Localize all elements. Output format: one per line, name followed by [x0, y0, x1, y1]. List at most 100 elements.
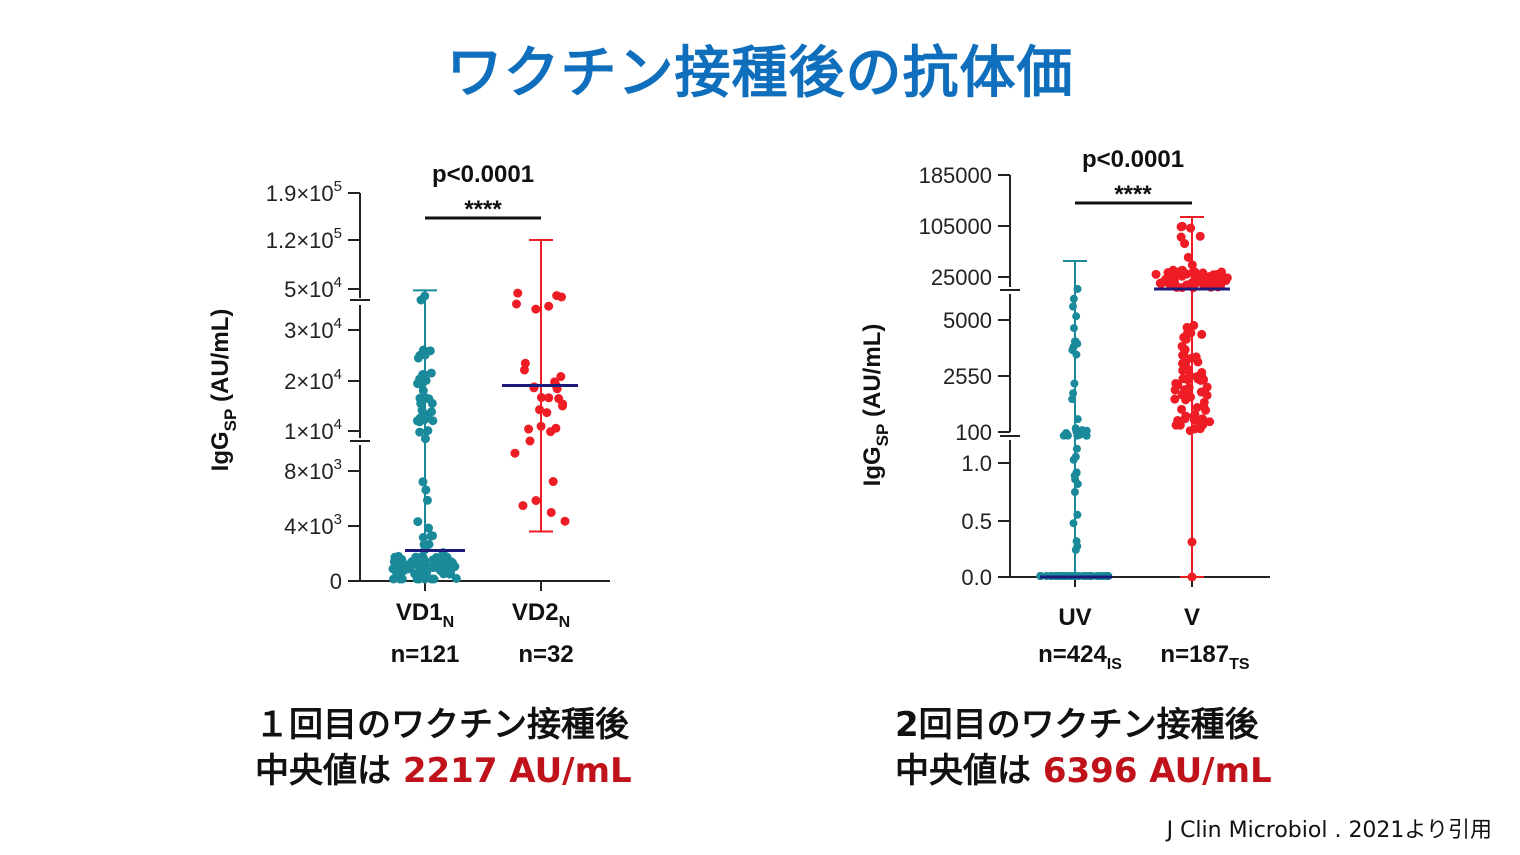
data-point	[1069, 324, 1078, 333]
data-point	[531, 304, 541, 314]
data-point	[1082, 431, 1091, 440]
data-point	[1177, 271, 1187, 281]
data-point	[1069, 389, 1078, 398]
data-point	[1071, 424, 1080, 433]
data-point	[1070, 379, 1079, 388]
data-point	[419, 540, 429, 550]
data-point	[525, 436, 535, 446]
y-tick-label: 4×103	[284, 511, 342, 539]
data-point	[554, 394, 564, 404]
caption-line1: 2回目のワクチン接種後	[895, 705, 1259, 745]
y-tick-label: 0.5	[961, 509, 992, 534]
data-point	[1173, 380, 1183, 390]
caption-line1: １回目のワクチン接種後	[255, 705, 629, 745]
data-point	[418, 386, 428, 396]
data-point	[1184, 391, 1194, 401]
chart-first-dose: 1.9×105 1.2×105 5×104 3×104 2×104 1×104 8×103 4…	[207, 161, 610, 668]
category-label-vd1: VD1N	[396, 599, 454, 631]
y-axis	[348, 192, 610, 591]
data-point	[1165, 280, 1175, 290]
data-point	[400, 560, 410, 570]
data-point	[420, 350, 430, 360]
x-category-labels: VD1N n=121 VD2N n=32	[391, 599, 574, 668]
y-tick-label: 1.0	[961, 451, 992, 476]
data-point	[1151, 269, 1161, 279]
chart-second-dose: 185000 105000 25000 5000 2550 100 1.0 0.5 0.0 Ig…	[859, 146, 1270, 673]
category-label-vd2: VD2N	[512, 599, 570, 631]
y-tick-label: 0.0	[961, 565, 992, 590]
data-point	[1176, 232, 1186, 242]
data-point	[451, 573, 461, 583]
n-label-vd2: n=32	[518, 641, 573, 668]
y-axis	[998, 174, 1270, 587]
page-title: ワクチン接種後の抗体価	[446, 41, 1074, 106]
data-point	[1070, 487, 1079, 496]
data-point	[416, 398, 426, 408]
data-point	[1178, 350, 1188, 360]
data-point	[426, 531, 436, 541]
data-point	[413, 517, 423, 527]
data-point	[1183, 374, 1193, 384]
data-point	[393, 557, 403, 567]
data-point	[429, 563, 439, 573]
data-point	[1068, 395, 1077, 404]
caption-prefix: 中央値は	[895, 751, 1043, 791]
data-point	[548, 477, 558, 487]
data-point	[396, 571, 406, 581]
data-point	[1072, 312, 1081, 321]
y-tick-labels: 185000 105000 25000 5000 2550 100 1.0 0.5 0.0	[919, 163, 992, 590]
data-point	[1193, 374, 1203, 384]
data-point	[1180, 361, 1190, 371]
category-label-v: V	[1184, 604, 1200, 631]
y-tick-label: 5×104	[284, 274, 342, 302]
data-point	[544, 393, 554, 403]
data-point	[426, 574, 436, 584]
data-point	[511, 299, 521, 309]
y-tick-label: 8×103	[284, 456, 342, 484]
y-tick-label: 100	[955, 420, 992, 445]
data-point	[1199, 401, 1209, 411]
data-point	[1170, 394, 1180, 404]
median-value: 2217 AU/mL	[402, 751, 632, 791]
y-tick-label: 2×104	[284, 366, 342, 394]
y-tick-label: 185000	[919, 163, 992, 188]
data-point	[1202, 382, 1212, 392]
data-point	[1069, 294, 1078, 303]
n-label-v: n=187TS	[1160, 641, 1249, 673]
data-point	[1198, 414, 1208, 424]
y-tick-label: 105000	[919, 214, 992, 239]
data-point	[518, 501, 528, 511]
citation: J Clin Microbiol . 2021より引用	[1166, 818, 1492, 843]
data-point	[1180, 414, 1190, 424]
data-point	[420, 434, 430, 444]
data-points	[1036, 216, 1232, 582]
data-point	[1181, 334, 1191, 344]
data-point	[519, 365, 529, 375]
data-point	[557, 401, 567, 411]
caption-second-dose: 2回目のワクチン接種後 中央値は 6396 AU/mL	[895, 702, 1272, 794]
significance-bracket: p<0.0001 ****	[1075, 146, 1192, 208]
data-point	[426, 368, 436, 378]
data-point	[1186, 223, 1196, 233]
data-point	[422, 495, 432, 505]
y-tick-label: 0	[330, 569, 342, 594]
data-point	[1197, 329, 1207, 339]
data-point	[1187, 572, 1197, 582]
caption-prefix: 中央値は	[255, 751, 403, 791]
caption-line2: 中央値は 6396 AU/mL	[895, 748, 1272, 794]
data-point	[1189, 415, 1199, 425]
y-axis-label: IgGSP (AU/mL)	[207, 309, 240, 472]
data-point	[546, 427, 556, 437]
data-point	[1070, 337, 1079, 346]
data-point	[535, 405, 545, 415]
data-point	[1222, 273, 1232, 283]
data-points	[388, 239, 578, 584]
data-point	[536, 421, 546, 431]
data-point	[1175, 420, 1185, 430]
data-point	[415, 427, 425, 437]
data-point	[424, 523, 434, 533]
data-point	[1209, 275, 1219, 285]
data-point	[544, 301, 554, 311]
data-point	[415, 568, 425, 578]
data-point	[420, 574, 430, 584]
